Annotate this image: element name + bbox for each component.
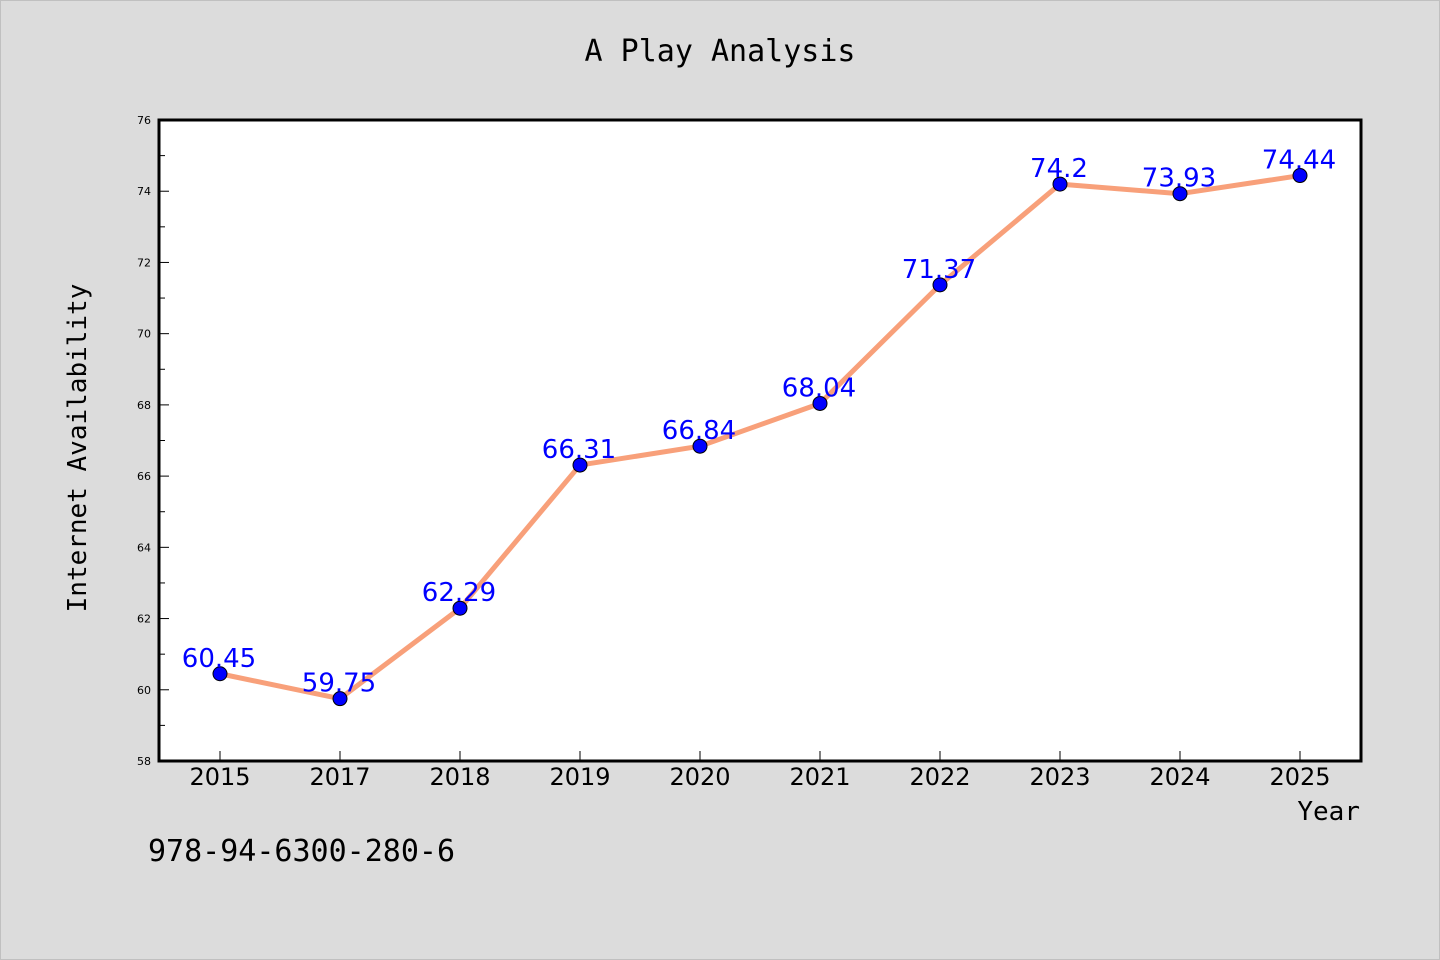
data-point (1052, 176, 1068, 192)
data-point (1172, 186, 1188, 202)
y-tick-label: 64 (137, 541, 151, 554)
data-label: 60.45 (182, 644, 256, 674)
x-tick-label: 2024 (1149, 763, 1210, 791)
y-tick-label: 70 (137, 328, 151, 341)
y-tick-label: 66 (137, 470, 151, 483)
y-tick-label: 74 (137, 185, 151, 198)
x-tick-label: 2025 (1269, 763, 1330, 791)
x-axis-title: Year (1297, 797, 1360, 827)
x-tick-label: 2021 (789, 763, 850, 791)
data-point (572, 457, 588, 473)
x-tick-label: 2018 (429, 763, 490, 791)
data-point (1292, 168, 1308, 184)
y-tick-label: 60 (137, 684, 151, 697)
data-label: 73.93 (1142, 164, 1216, 194)
data-label: 66.31 (542, 435, 616, 465)
x-tick-label: 2017 (309, 763, 370, 791)
plot-area (157, 118, 1363, 763)
data-label: 68.04 (782, 373, 856, 403)
series-line (219, 173, 1301, 702)
data-label: 62.29 (422, 578, 496, 608)
y-axis: 58 60 62 64 66 68 70 72 74 76 (137, 114, 169, 768)
data-label: 74.2 (1030, 154, 1088, 184)
data-label: 74.44 (1262, 146, 1336, 176)
data-point (692, 438, 708, 454)
data-label: 59.75 (302, 669, 376, 699)
y-tick-label: 68 (137, 399, 151, 412)
y-tick-label: 62 (137, 613, 151, 626)
y-axis-title: Internet Availability (63, 284, 93, 613)
x-tick-label: 2023 (1029, 763, 1090, 791)
x-tick-label: 2022 (909, 763, 970, 791)
x-tick-label: 2015 (189, 763, 250, 791)
x-tick-label: 2019 (549, 763, 610, 791)
data-point (332, 691, 348, 707)
data-point (932, 277, 948, 293)
data-point (452, 600, 468, 616)
data-point (812, 395, 828, 411)
data-label: 71.37 (902, 255, 976, 285)
y-tick-label: 58 (137, 755, 151, 768)
footnote-isbn: 978-94-6300-280-6 (148, 834, 456, 869)
x-axis: 2015 2017 2018 2019 2020 2021 2022 2023 2024 2025 (189, 751, 1331, 791)
chart-title: A Play Analysis (584, 34, 856, 69)
data-point (212, 666, 228, 682)
data-label: 66.84 (662, 416, 736, 446)
y-tick-label: 76 (137, 114, 151, 127)
x-tick-label: 2020 (669, 763, 730, 791)
y-tick-label: 72 (137, 256, 151, 269)
series-layer: 60.45 59.75 62.29 66.31 66.84 68.04 71.37 74.2 7… (182, 146, 1336, 707)
